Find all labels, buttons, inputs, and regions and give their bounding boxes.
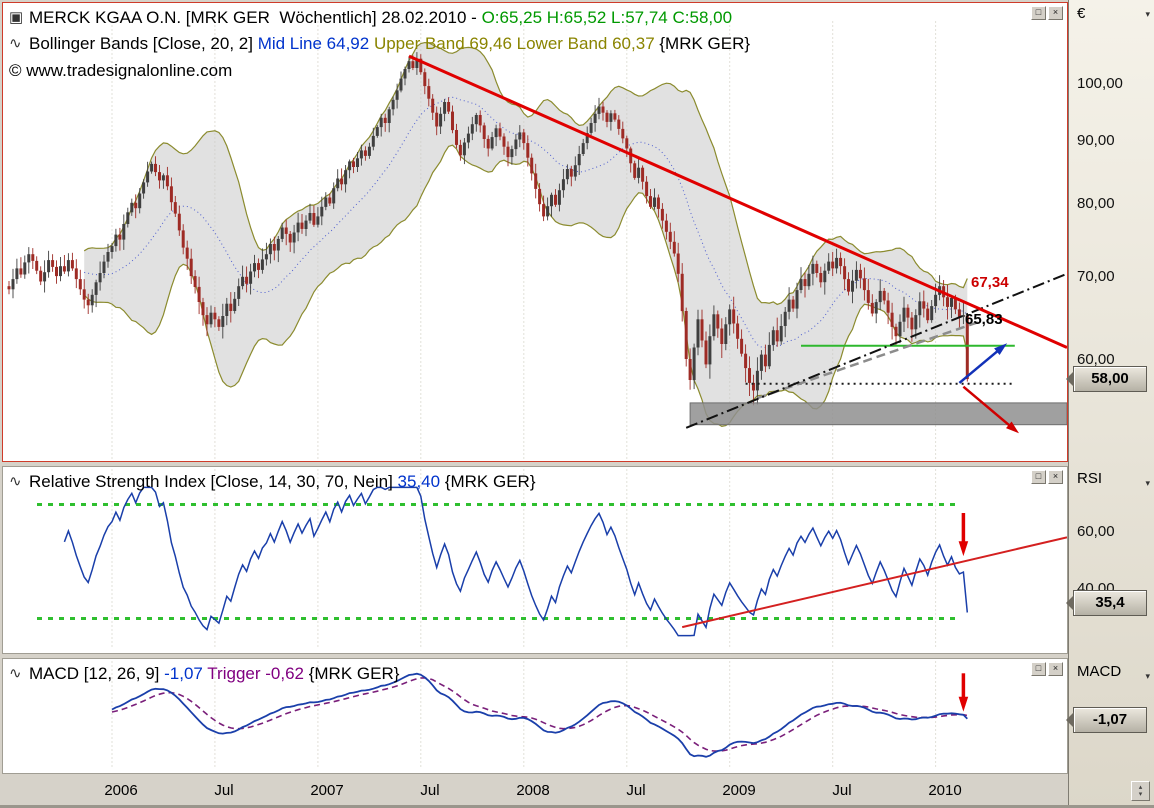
bollinger-fill (84, 42, 968, 427)
price-header: ▣ MERCK KGAA O.N. [MRK GER Wöchentlich] … (9, 7, 732, 28)
bullish-scenario-arrow (958, 343, 1008, 384)
header-segment: 35,40 (397, 472, 445, 491)
indicator-wave-icon: ∿ (9, 35, 22, 52)
macd-header: ∿ MACD [12, 26, 9] -1,07 Trigger -0,62 {… (9, 663, 399, 684)
rsi-panel: ∿ Relative Strength Index [Close, 14, 30… (2, 466, 1068, 654)
rsi-chart-canvas[interactable] (3, 467, 1067, 651)
rsi-red-trendline (681, 536, 1067, 629)
time-axis-label: Jul (626, 782, 646, 799)
header-segment: MERCK KGAA O.N. [MRK GER Wöchentlich] 28… (29, 8, 482, 27)
time-axis-label: 2008 (516, 782, 550, 799)
close-icon[interactable]: × (1048, 470, 1063, 484)
restore-icon[interactable]: □ (1031, 470, 1046, 484)
macd-panel: ∿ MACD [12, 26, 9] -1,07 Trigger -0,62 {… (2, 658, 1068, 774)
copyright-text: © www.tradesignalonline.com (9, 61, 233, 80)
weekly-candles (7, 52, 969, 406)
header-segment: O:65,25 H:65,52 L:57,74 (481, 8, 673, 27)
macd-value-tag: -1,07 (1066, 707, 1147, 733)
macd-signal-arrow (958, 673, 969, 712)
price-axis-label: 70,00 (1077, 268, 1115, 285)
rsi-scale-label[interactable]: RSI (1077, 470, 1103, 487)
currency-scale-label[interactable]: € (1077, 5, 1086, 22)
time-axis-label: 2010 (928, 782, 962, 799)
uptrend-value-label: 65,83 (965, 311, 1003, 328)
price-header-text: MERCK KGAA O.N. [MRK GER Wöchentlich] 28… (29, 7, 732, 28)
indicator-wave-icon: ∿ (9, 665, 22, 682)
gray-trendline (756, 320, 980, 400)
rsi-signal-arrow (958, 513, 969, 557)
chevron-down-icon[interactable]: ▾ (1145, 9, 1150, 19)
rsi-header: ∿ Relative Strength Index [Close, 14, 30… (9, 471, 536, 492)
window-pin-icon: ▣ (9, 9, 24, 26)
header-segment: {MRK GER} (659, 34, 751, 53)
macd-trigger-line (111, 676, 968, 752)
bearish-scenario-arrow (962, 385, 1019, 434)
window-bottom-edge (0, 805, 1154, 808)
restore-icon[interactable]: □ (1031, 6, 1046, 20)
bollinger-header: ∿ Bollinger Bands [Close, 20, 2] Mid Lin… (9, 33, 750, 54)
header-segment: -1,07 (164, 664, 208, 683)
price-axis-label: 90,00 (1077, 132, 1115, 149)
header-segment: MACD [12, 26, 9] (29, 664, 165, 683)
price-axis-label: 80,00 (1077, 195, 1115, 212)
rsi-panel-window-buttons: □ × (1031, 470, 1063, 484)
rsi-line (63, 486, 969, 637)
price-panel-window-buttons: □ × (1031, 6, 1063, 20)
macd-header-text: MACD [12, 26, 9] -1,07 Trigger -0,62 {MR… (29, 663, 399, 684)
macd-line (111, 672, 968, 758)
header-segment: {MRK GER} (444, 472, 536, 491)
restore-icon[interactable]: □ (1031, 662, 1046, 676)
chevron-down-icon[interactable]: ▾ (1145, 478, 1150, 488)
header-segment: Upper Band 69,46 Lower Band 60,37 (373, 34, 660, 53)
header-segment: {MRK GER} (308, 664, 400, 683)
macd-gridlines (111, 661, 937, 769)
scale-scroll-button[interactable]: ▴ ▾ (1131, 781, 1150, 801)
time-axis-label: Jul (420, 782, 440, 799)
time-axis-label: 2006 (104, 782, 138, 799)
time-axis-label: Jul (214, 782, 234, 799)
macd-chart-canvas[interactable] (3, 659, 1067, 771)
close-icon[interactable]: × (1048, 6, 1063, 20)
header-segment: Bollinger Bands [Close, 20, 2] (29, 34, 258, 53)
time-axis-label: 2009 (722, 782, 756, 799)
time-axis: 2006 Jul 2007 Jul 2008 Jul 2009 Jul 2010 (2, 774, 1068, 806)
rsi-axis-label: 60,00 (1077, 523, 1115, 540)
rsi-gridlines (111, 469, 937, 649)
indicator-wave-icon: ∿ (9, 473, 22, 490)
macd-panel-window-buttons: □ × (1031, 662, 1063, 676)
price-panel: ▣ MERCK KGAA O.N. [MRK GER Wöchentlich] … (2, 2, 1068, 462)
header-segment: Mid Line 64,92 (257, 34, 374, 53)
copyright-line: © www.tradesignalonline.com (9, 60, 232, 81)
header-segment: Relative Strength Index [Close, 14, 30, … (29, 472, 398, 491)
red-downtrend-line (408, 54, 1067, 349)
price-axis-label: 100,00 (1077, 75, 1123, 92)
bollinger-header-text: Bollinger Bands [Close, 20, 2] Mid Line … (29, 33, 750, 54)
bollinger-mid-line (84, 96, 968, 348)
rsi-value-tag: 35,4 (1066, 590, 1147, 616)
price-axis-label: 60,00 (1077, 351, 1115, 368)
bollinger-upper-band (83, 41, 968, 306)
last-price-tag: 58,00 (1066, 366, 1147, 392)
value-scale-column: € ▾ RSI ▾ MACD ▾ ▴ ▾ 100,00 90,00 80,00 70,… (1066, 0, 1154, 808)
header-segment: C:58,00 (672, 8, 733, 27)
price-chart-canvas[interactable] (3, 3, 1067, 461)
rsi-header-text: Relative Strength Index [Close, 14, 30, … (29, 471, 536, 492)
time-axis-label: Jul (832, 782, 852, 799)
macd-scale-label[interactable]: MACD (1077, 663, 1122, 680)
chevron-down-icon[interactable]: ▾ (1145, 671, 1150, 681)
close-icon[interactable]: × (1048, 662, 1063, 676)
triangle-up-icon: ▴ (1138, 784, 1143, 791)
time-axis-label: 2007 (310, 782, 344, 799)
triangle-down-icon: ▾ (1138, 791, 1143, 798)
header-segment: Trigger -0,62 (207, 664, 309, 683)
black-dashdot-uptrend (685, 272, 1067, 429)
downtrend-value-label: 67,34 (971, 274, 1009, 291)
support-zone (689, 402, 1067, 426)
